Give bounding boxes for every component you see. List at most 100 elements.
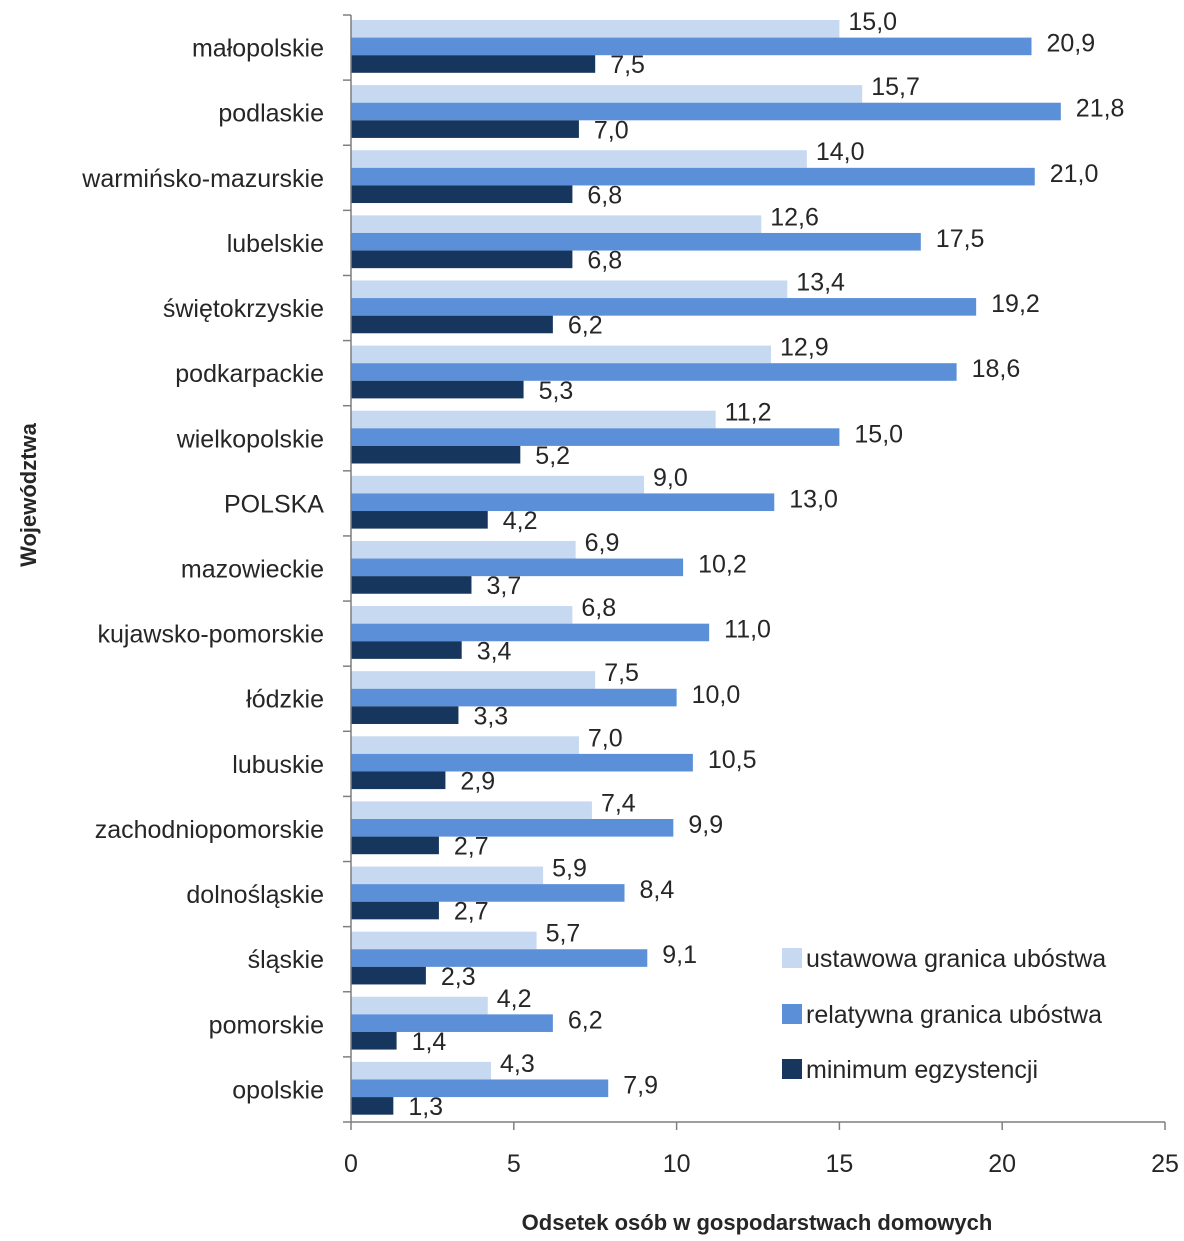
x-axis-title: Odsetek osób w gospodarstwach domowych: [522, 1210, 993, 1235]
bar: [351, 411, 716, 429]
bar: [351, 967, 426, 985]
legend-label: minimum egzystencji: [806, 1056, 1038, 1084]
bar: [351, 997, 488, 1015]
bar: [351, 671, 595, 689]
bar: [351, 381, 524, 399]
bar-value-label: 2,9: [460, 767, 495, 795]
bar-value-label: 2,7: [454, 833, 489, 861]
category-label: lubelskie: [227, 230, 324, 258]
bar-value-label: 13,4: [796, 268, 845, 296]
category-label: pomorskie: [209, 1011, 324, 1039]
bar: [351, 706, 458, 724]
bar-value-label: 6,8: [587, 181, 622, 209]
category-label: lubuskie: [232, 751, 324, 779]
bar-value-label: 7,5: [604, 659, 639, 687]
bar: [351, 55, 595, 73]
y-axis-title: Województwa: [16, 422, 41, 567]
bar-value-label: 7,9: [623, 1071, 658, 1099]
bar-value-label: 4,2: [497, 985, 532, 1013]
bar: [351, 103, 1061, 121]
x-tick-label: 20: [988, 1150, 1016, 1178]
category-label: małopolskie: [192, 35, 324, 63]
bar: [351, 902, 439, 920]
bar: [351, 476, 644, 494]
category-label: wielkopolskie: [176, 425, 324, 453]
bar-value-label: 5,2: [535, 442, 570, 470]
bar: [351, 316, 553, 334]
bar: [351, 251, 572, 269]
category-label: zachodniopomorskie: [95, 816, 324, 844]
category-label: dolnośląskie: [186, 881, 324, 909]
bar: [351, 233, 921, 251]
bar-value-label: 13,0: [789, 485, 838, 513]
bar-value-label: 15,0: [854, 420, 903, 448]
category-label: mazowieckie: [181, 556, 324, 584]
bar-value-label: 14,0: [816, 138, 865, 166]
bar-value-label: 10,5: [708, 746, 757, 774]
bar: [351, 932, 537, 950]
bar-value-label: 10,0: [692, 681, 741, 709]
bar: [351, 641, 462, 659]
bar: [351, 168, 1035, 186]
legend-label: ustawowa granica ubóstwa: [806, 945, 1106, 973]
x-tick-label: 25: [1151, 1150, 1179, 1178]
x-tick-label: 0: [344, 1150, 358, 1178]
bar-value-label: 19,2: [991, 290, 1040, 318]
bar-value-label: 8,4: [640, 876, 675, 904]
bar: [351, 1097, 393, 1115]
bar: [351, 215, 761, 233]
bar-value-label: 10,2: [698, 551, 747, 579]
bar: [351, 298, 976, 316]
bar: [351, 837, 439, 855]
bar-value-label: 3,7: [486, 572, 521, 600]
bar-value-label: 6,2: [568, 1006, 603, 1034]
x-tick-labels: 0 5 10 15 20 25: [344, 1150, 1179, 1178]
category-label: łódzkie: [246, 686, 324, 714]
category-label: warmińsko-mazurskie: [81, 165, 324, 193]
x-tick-label: 15: [825, 1150, 853, 1178]
bar-value-label: 4,3: [500, 1050, 535, 1078]
legend-swatch: [782, 948, 802, 968]
bar: [351, 1032, 397, 1050]
bar-value-label: 2,3: [441, 963, 476, 991]
bar: [351, 38, 1032, 56]
category-label: kujawsko-pomorskie: [98, 621, 324, 649]
bar: [351, 949, 647, 967]
bar: [351, 576, 471, 594]
bar: [351, 819, 673, 837]
bar-value-label: 5,7: [546, 920, 581, 948]
bar-value-label: 11,2: [725, 399, 772, 427]
bar-value-label: 3,4: [477, 637, 512, 665]
bar-value-label: 11,0: [724, 616, 771, 644]
bar-value-label: 18,6: [972, 355, 1021, 383]
category-label: podkarpackie: [175, 360, 324, 388]
bar: [351, 624, 709, 642]
bar: [351, 511, 488, 529]
bar: [351, 867, 543, 885]
bar-value-label: 15,7: [871, 73, 920, 101]
x-tick-label: 10: [663, 1150, 691, 1178]
bar-value-label: 1,4: [412, 1028, 447, 1056]
bar-value-label: 20,9: [1047, 30, 1096, 58]
bar: [351, 446, 520, 464]
bar: [351, 771, 445, 789]
bar: [351, 493, 774, 511]
bar: [351, 1062, 491, 1080]
category-label: śląskie: [248, 946, 324, 974]
category-label: opolskie: [232, 1076, 324, 1104]
bar: [351, 280, 787, 298]
bar-value-label: 12,9: [780, 334, 829, 362]
bar: [351, 185, 572, 203]
bar: [351, 85, 862, 103]
bar-value-label: 7,0: [594, 116, 629, 144]
bar-value-label: 6,8: [587, 247, 622, 275]
category-label: podlaskie: [218, 100, 324, 128]
bar: [351, 1014, 553, 1032]
bar-value-label: 4,2: [503, 507, 538, 535]
bar: [351, 541, 576, 559]
bar-value-label: 12,6: [770, 203, 819, 231]
bar: [351, 689, 677, 707]
bar-value-label: 6,8: [581, 594, 616, 622]
bar: [351, 736, 579, 754]
legend-swatch: [782, 1004, 802, 1024]
